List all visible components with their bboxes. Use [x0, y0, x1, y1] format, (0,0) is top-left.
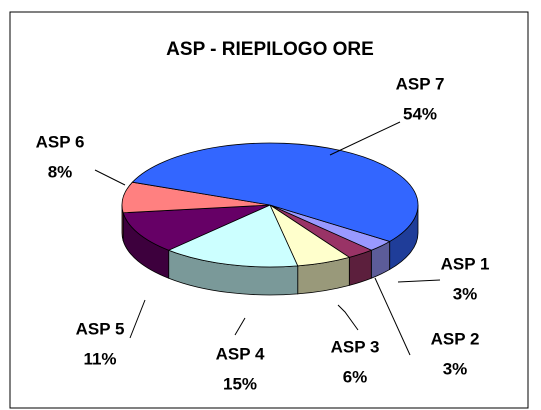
slice-label: ASP 3 — [331, 337, 380, 356]
slice — [122, 204, 271, 251]
slice-value-label: 6% — [343, 367, 368, 386]
slice-label: ASP 4 — [216, 344, 265, 363]
slice-value-label: 3% — [453, 284, 478, 303]
slice-value-label: 8% — [48, 162, 73, 181]
slice-label: ASP 2 — [431, 329, 480, 348]
slice-value-label: 3% — [443, 359, 468, 378]
slice-label: ASP 7 — [396, 74, 445, 93]
leader-line — [329, 121, 401, 156]
leader-line — [374, 277, 411, 356]
leader-line — [397, 279, 441, 283]
slice-value-label: 15% — [223, 374, 257, 393]
slice-label: ASP 6 — [36, 132, 85, 151]
leader-line — [129, 299, 146, 339]
leader-line — [94, 169, 126, 186]
chart-title: ASP - RIEPILOGO ORE — [166, 39, 374, 60]
slice-value-label: 11% — [83, 349, 116, 368]
slice-label: ASP 1 — [441, 254, 490, 273]
slice-label: ASP 5 — [76, 319, 125, 338]
leader-line — [337, 304, 359, 331]
slice — [131, 142, 419, 242]
slice — [167, 204, 299, 268]
leader-line — [234, 317, 246, 336]
slice-value-label: 54% — [403, 104, 437, 123]
